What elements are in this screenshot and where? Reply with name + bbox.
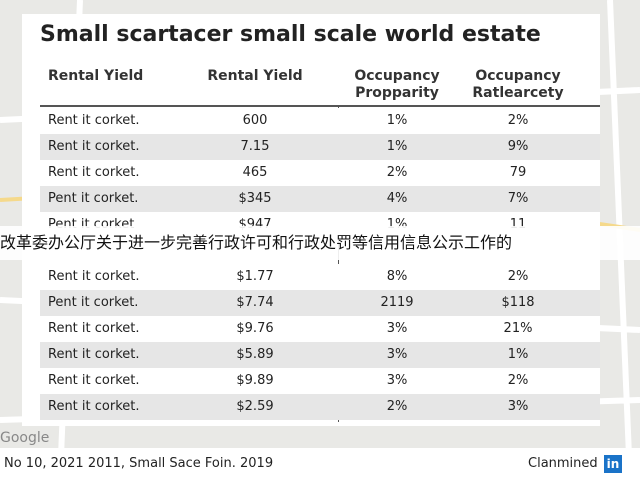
- table-cell: 2%: [386, 165, 408, 180]
- table-cell: $345: [238, 191, 272, 206]
- table-cell: 2%: [507, 269, 529, 284]
- footer: No 10, 2021 2011, Small Sace Foin. 2019 …: [0, 448, 640, 480]
- table-row: [40, 160, 600, 186]
- table-cell: 3%: [386, 347, 408, 362]
- table-cell: Rent it corket.: [48, 321, 140, 336]
- brand: Clanmined: [528, 456, 598, 471]
- table-cell: Rent it corket.: [48, 165, 140, 180]
- table-cell: Rent it corket.: [48, 269, 140, 284]
- title: Small scartacer small scale world estate: [40, 22, 541, 47]
- table-row: [40, 342, 600, 368]
- table-cell: $2.59: [236, 399, 274, 414]
- table-row: [40, 108, 600, 134]
- column-header: Occupancy Propparity: [354, 68, 440, 101]
- table-cell: 4%: [386, 191, 408, 206]
- table-cell: 79: [509, 165, 527, 180]
- brand-badge: in: [604, 455, 622, 473]
- table-cell: 2119: [380, 295, 414, 310]
- table-cell: Rent it corket.: [48, 113, 140, 128]
- table-cell: 2%: [507, 113, 529, 128]
- citation: No 10, 2021 2011, Small Sace Foin. 2019: [4, 456, 274, 471]
- table-cell: 9%: [507, 139, 529, 154]
- table-cell: Pent it corket.: [48, 295, 139, 310]
- table-cell: $1.77: [236, 269, 274, 284]
- table-row: [40, 316, 600, 342]
- table-row: [40, 186, 600, 212]
- table-cell: 7.15: [240, 139, 270, 154]
- table-cell: $118: [501, 295, 535, 310]
- table-cell: Rent it corket.: [48, 139, 140, 154]
- column-header: Rental Yield: [48, 68, 144, 84]
- table-cell: 1%: [386, 113, 408, 128]
- table-cell: Rent it corket.: [48, 399, 140, 414]
- table-row: [40, 264, 600, 290]
- table-cell: 3%: [507, 399, 529, 414]
- table-cell: 1%: [386, 139, 408, 154]
- overlay-banner: 改革委办公厅关于进一步完善行政许可和行政处罚等信用信息公示工作的: [0, 226, 640, 260]
- table-cell: 3%: [386, 373, 408, 388]
- table-cell: $5.89: [236, 347, 274, 362]
- table-cell: Rent it corket.: [48, 347, 140, 362]
- table-cell: 600: [242, 113, 268, 128]
- table-cell: 3%: [386, 321, 408, 336]
- table-cell: 1%: [507, 347, 529, 362]
- table-cell: 2%: [507, 373, 529, 388]
- table-row: [40, 290, 600, 316]
- table-cell: Pent it corket.: [48, 191, 139, 206]
- table-row: [40, 134, 600, 160]
- table-cell: 2%: [386, 399, 408, 414]
- table-cell: 465: [242, 165, 268, 180]
- table-row: [40, 394, 600, 420]
- table-cell: Rent it corket.: [48, 373, 140, 388]
- table-row: [40, 368, 600, 394]
- column-header: Occupancy Ratlearcety: [472, 68, 564, 101]
- table-cell: $9.76: [236, 321, 274, 336]
- table-cell: 7%: [507, 191, 529, 206]
- header-rule: [40, 105, 600, 107]
- table-cell: $9.89: [236, 373, 274, 388]
- table-cell: 8%: [386, 269, 408, 284]
- table-cell: $7.74: [236, 295, 274, 310]
- table-cell: 21%: [503, 321, 533, 336]
- map-watermark: Google: [0, 430, 50, 446]
- column-header: Rental Yield: [207, 68, 303, 84]
